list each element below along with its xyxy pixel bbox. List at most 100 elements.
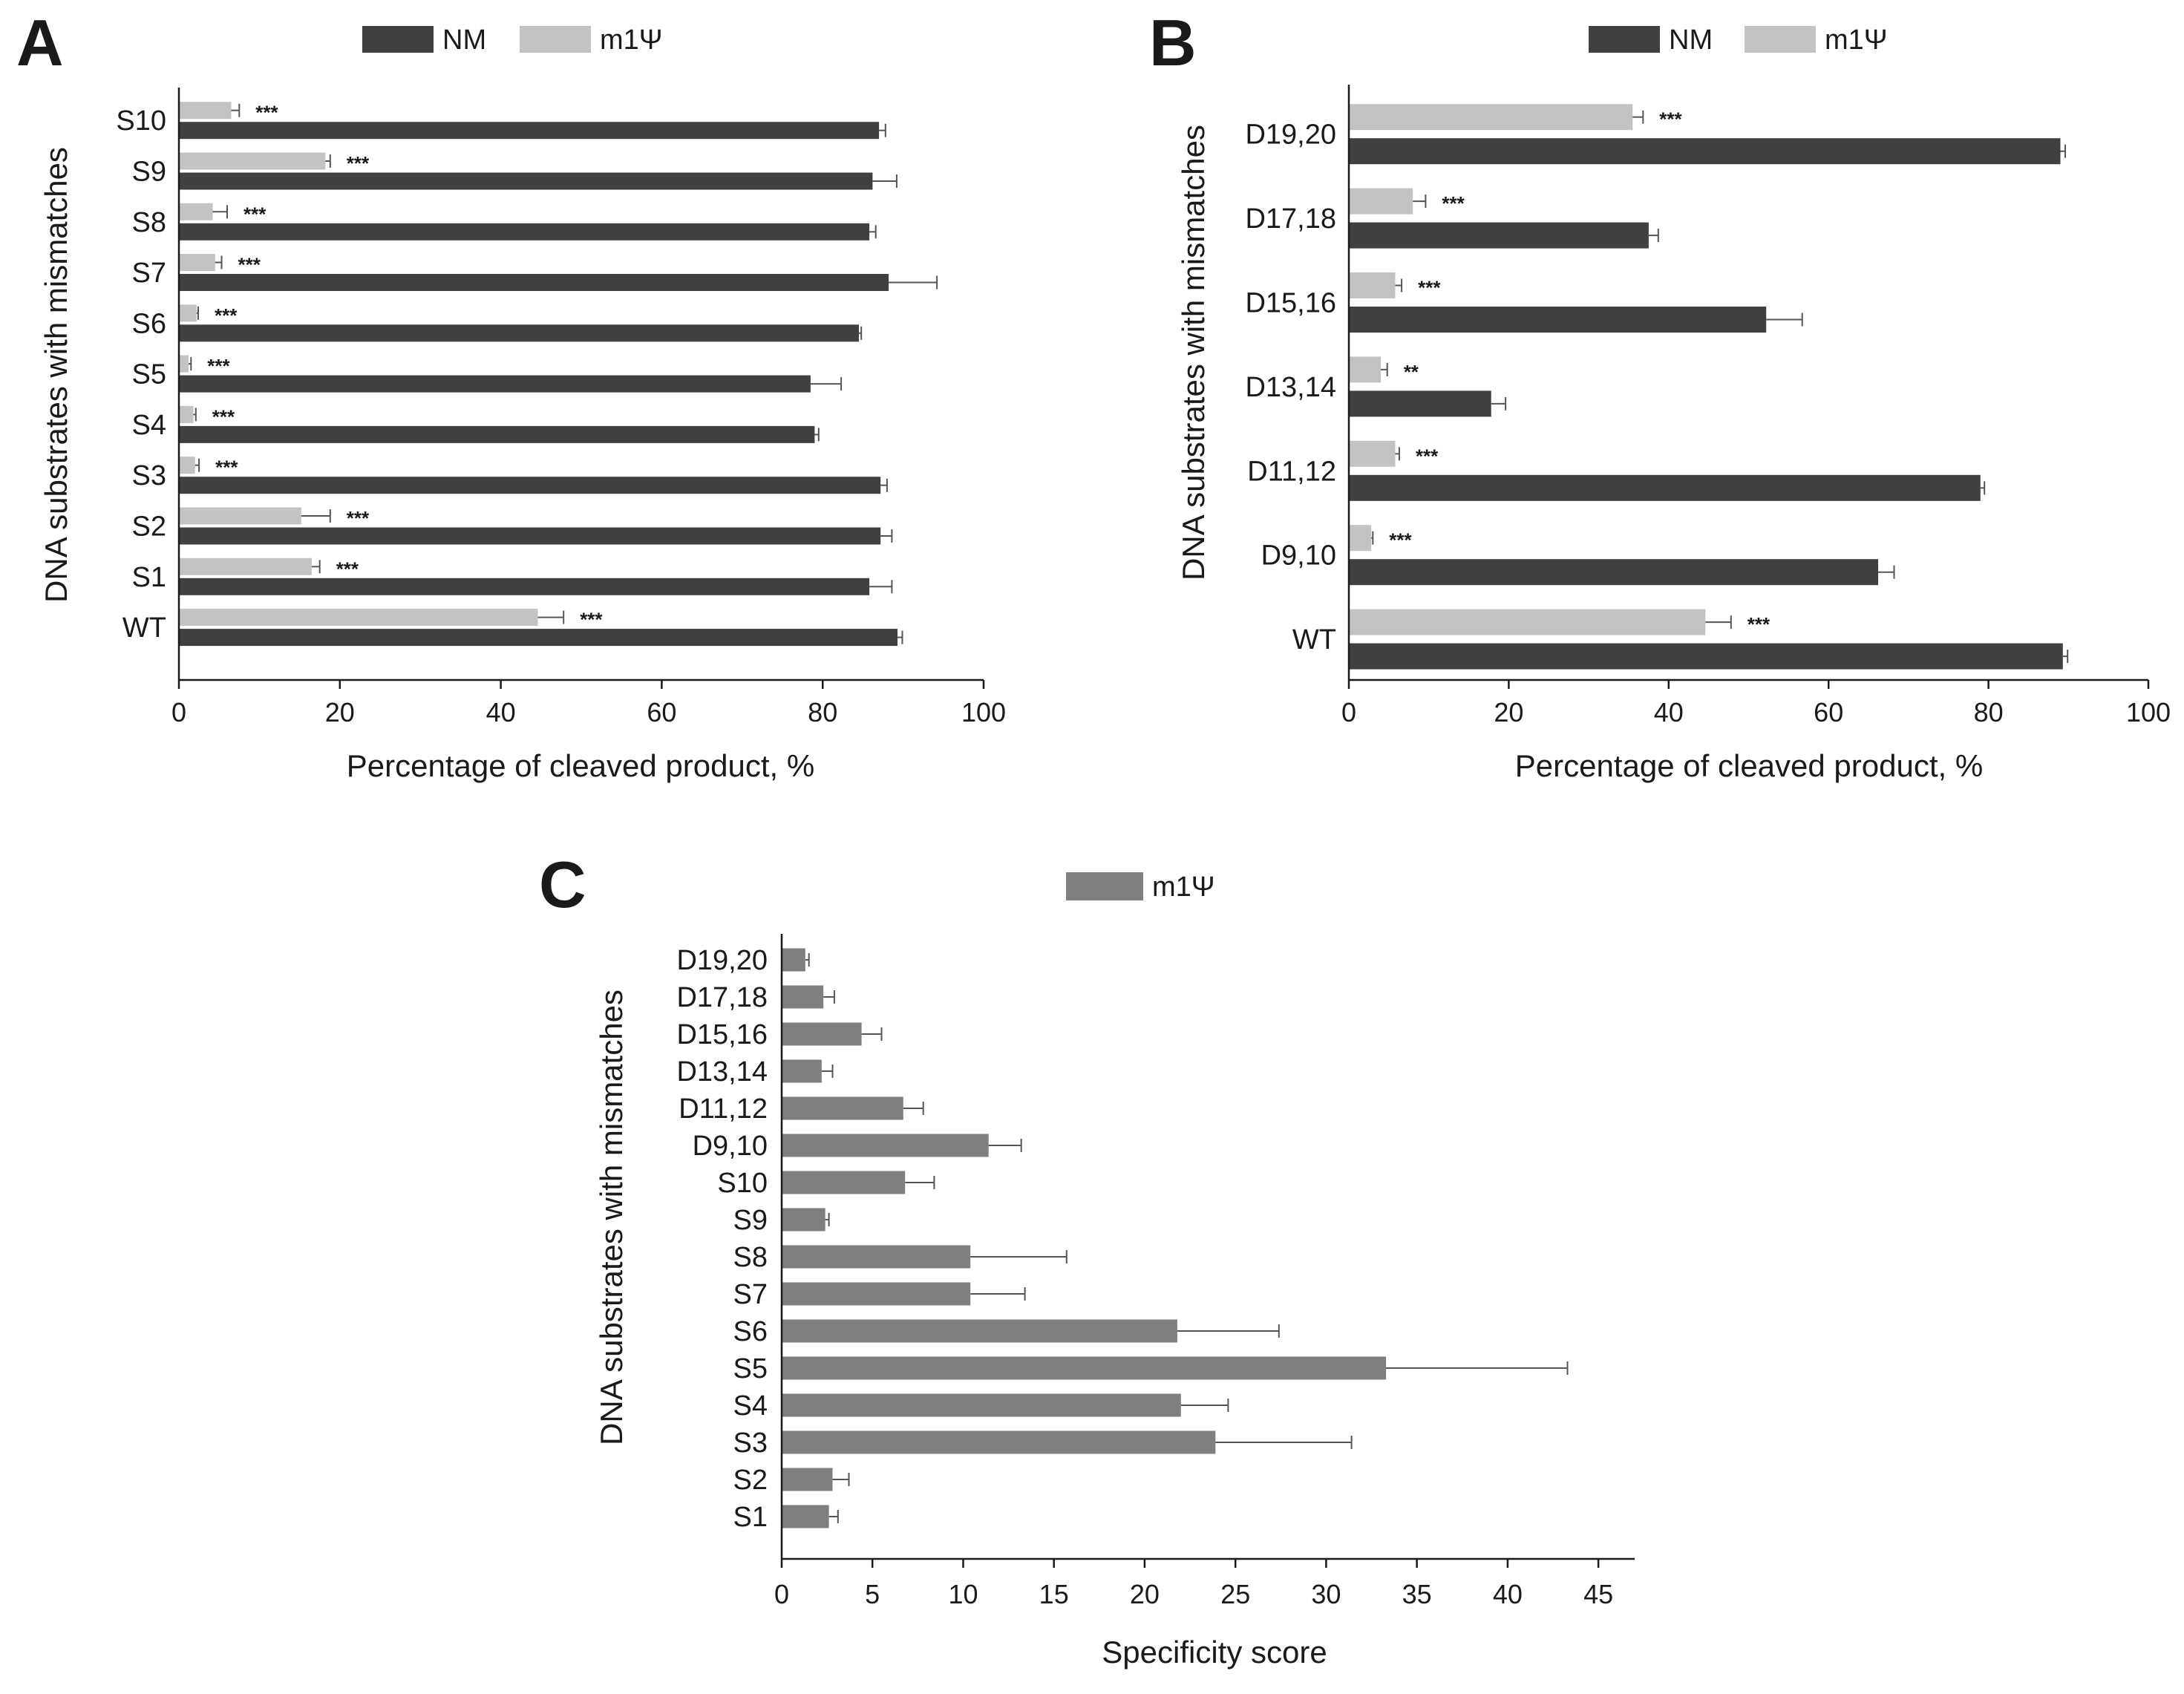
x-tick-label: 0 [171,697,186,727]
panel-c-x-axis-title: Specificity score [1102,1635,1327,1670]
bar [1350,440,1396,467]
bar [180,425,815,443]
category-label: WT [1292,624,1336,655]
panel-a-legend-m1psi-label: m1Ψ [600,24,663,56]
x-tick-label: 20 [1130,1579,1160,1609]
significance-label: *** [1442,192,1465,215]
significance-label: *** [1416,445,1439,467]
category-label: D17,18 [676,982,768,1013]
bar [782,1059,822,1083]
significance-label: *** [207,355,230,377]
bar [180,172,873,190]
bar [180,609,538,627]
bar [782,985,824,1009]
category-label: D13,14 [1245,372,1336,403]
bar [180,477,881,494]
bar [180,507,301,525]
significance-label: *** [215,457,238,479]
x-tick-label: 0 [774,1579,789,1609]
significance-label: *** [347,152,370,174]
panel-b-x-axis-title: Percentage of cleaved product, % [1515,748,1983,783]
category-label: S2 [733,1465,768,1496]
x-tick-label: 40 [486,697,516,727]
bar [782,1282,971,1306]
panel-a-x-axis-title: Percentage of cleaved product, % [347,748,814,783]
panel-b-legend: NM m1Ψ [1589,24,1888,56]
bar [180,203,213,220]
category-label: S5 [733,1353,768,1384]
bar [1350,188,1413,215]
bar [782,1393,1181,1417]
panel-c-y-axis-title: DNA substrates with mismatches [594,990,629,1445]
bar [782,1171,906,1194]
significance-label: *** [215,304,238,327]
category-label: S4 [132,410,166,441]
x-tick-label: 40 [1654,697,1684,727]
bar [1350,222,1649,249]
panel-c-legend: m1Ψ [1066,871,1215,903]
bar [180,527,881,545]
category-label: S7 [733,1279,768,1310]
bar [782,1096,903,1120]
significance-label: *** [1418,277,1441,299]
significance-label: *** [243,203,267,225]
bar [1350,643,2063,670]
significance-label: *** [255,102,278,124]
x-tick-label: 30 [1311,1579,1341,1609]
x-tick-label: 10 [948,1579,978,1609]
panel-a-plot: S10 ***S9 ***S8 ***S7 ***S6 ***S5 ***S4 ***S3 **… [116,88,1006,727]
significance-label: *** [1747,613,1771,635]
category-label: S8 [132,207,166,238]
panel-c-legend-m1psi-label: m1Ψ [1152,871,1215,903]
panel-b-legend-m1psi-swatch [1745,26,1816,53]
panel-c-letter: C [539,848,586,921]
category-label: D15,16 [676,1019,768,1050]
bar [180,457,195,474]
x-tick-label: 80 [808,697,837,727]
x-tick-label: 100 [2126,697,2171,727]
bar [782,1208,825,1232]
x-tick-label: 60 [1814,697,1843,727]
category-label: D19,20 [676,945,768,976]
category-label: S4 [733,1390,768,1422]
x-tick-label: 0 [1341,697,1356,727]
panel-c: C m1Ψ D19,20 D17,18 D15,16 D13,14 D11,12 D9,1… [539,848,1635,1670]
category-label: S2 [132,511,166,543]
category-label: S3 [733,1428,768,1459]
bar [782,1319,1177,1343]
panel-a: A NM m1Ψ S10 ***S9 ***S8 ***S7 ***S6 ***S5 ***… [16,6,1006,783]
category-label: D17,18 [1245,203,1336,235]
significance-label: *** [1389,529,1412,552]
category-label: S6 [733,1316,768,1347]
category-label: S9 [132,157,166,188]
bar [782,1505,829,1528]
category-label: S3 [132,460,166,491]
category-label: D11,12 [679,1093,768,1125]
x-tick-label: 15 [1039,1579,1069,1609]
bar [782,1430,1216,1454]
category-label: S7 [132,258,166,289]
category-label: S1 [733,1502,768,1533]
category-label: D13,14 [676,1056,768,1088]
category-label: S8 [733,1242,768,1273]
significance-label: *** [238,254,261,276]
x-tick-label: 45 [1583,1579,1613,1609]
panel-a-legend-m1psi-swatch [520,26,591,53]
panel-a-legend-nm-swatch [362,26,434,53]
category-label: S6 [132,308,166,339]
panel-c-plot: D19,20D17,18D15,16D13,14D11,12D9,10S10S9… [676,934,1635,1609]
panel-a-y-axis-title: DNA substrates with mismatches [39,147,73,603]
category-label: WT [122,612,166,644]
panel-b-y-axis-title: DNA substrates with mismatches [1176,125,1211,581]
category-label: D19,20 [1245,120,1336,151]
x-tick-label: 60 [647,697,676,727]
bar [180,405,194,423]
bar [180,629,898,647]
bar [782,1356,1387,1380]
bar [1350,559,1878,586]
significance-label: *** [347,507,370,529]
bar [180,274,889,291]
bar [1350,609,1706,635]
panel-b-legend-nm-label: NM [1669,24,1713,56]
